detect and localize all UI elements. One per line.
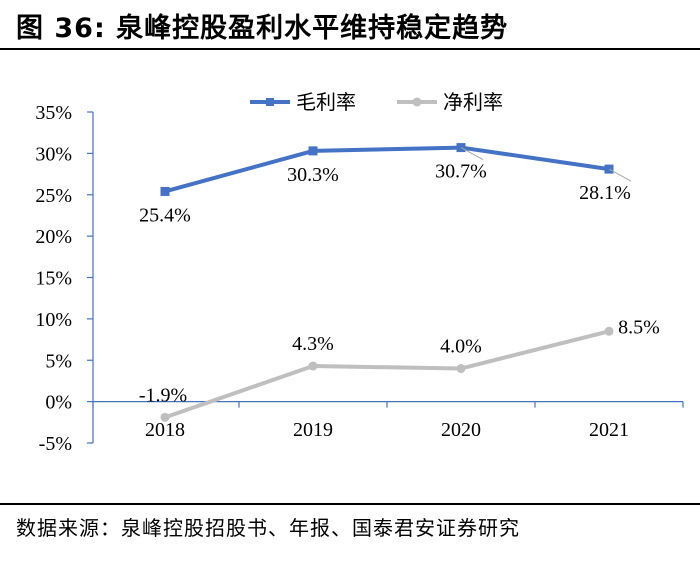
data-point	[308, 146, 318, 156]
y-tick-label: 25%	[35, 185, 72, 207]
leader-line	[608, 168, 632, 182]
y-tick-label: 20%	[35, 226, 72, 248]
data-point	[160, 412, 170, 422]
data-label: 30.7%	[435, 161, 487, 183]
data-label: 30.3%	[287, 164, 339, 186]
series-line	[164, 329, 610, 420]
data-point	[160, 186, 170, 196]
data-label: -1.9%	[139, 384, 187, 406]
x-tick-label: 2019	[293, 419, 333, 441]
series-net-margin: -1.9% 4.3% 4.0% 8.5%	[139, 316, 660, 422]
legend-item: 净利率	[397, 90, 503, 114]
source-note: 数据来源：泉峰控股招股书、年报、国泰君安证券研究	[16, 516, 520, 540]
data-label: 4.3%	[292, 333, 334, 355]
source-rule	[0, 503, 700, 505]
data-point	[456, 364, 466, 374]
data-label: 4.0%	[440, 336, 482, 358]
x-tick-label: 2018	[145, 419, 185, 441]
data-label: 28.1%	[579, 182, 631, 204]
y-tick-label: 10%	[35, 309, 72, 331]
x-tick-label: 2020	[441, 419, 481, 441]
y-tick-label: -5%	[39, 433, 72, 455]
data-point	[308, 361, 318, 371]
y-tick-label: 30%	[35, 143, 72, 165]
y-tick-label: 15%	[35, 268, 72, 290]
data-label: 8.5%	[618, 316, 660, 338]
line-chart: 35% 30% 25% 20% 15% 10% 5% 0% -5% 2018 2019 2020 202…	[35, 90, 684, 455]
data-point	[604, 326, 614, 336]
y-tick-label: 0%	[45, 392, 72, 414]
series-line	[164, 145, 610, 194]
legend-label: 毛利率	[296, 90, 356, 114]
legend-item: 毛利率	[250, 90, 356, 114]
y-tick-label: 35%	[35, 102, 72, 124]
x-tick-label: 2021	[589, 419, 629, 441]
series-gross-margin: 25.4% 30.3% 30.7% 28.1%	[139, 143, 632, 226]
legend-marker	[266, 98, 274, 106]
title-rule	[0, 48, 700, 50]
legend-label: 净利率	[443, 90, 503, 114]
legend: 毛利率 净利率	[250, 90, 503, 114]
figure-title: 图 36: 泉峰控股盈利水平维持稳定趋势	[16, 13, 509, 44]
legend-marker	[412, 97, 422, 107]
y-tick-label: 5%	[45, 350, 72, 372]
data-point	[456, 143, 466, 153]
data-label: 25.4%	[139, 204, 191, 226]
leader-line	[460, 147, 484, 161]
